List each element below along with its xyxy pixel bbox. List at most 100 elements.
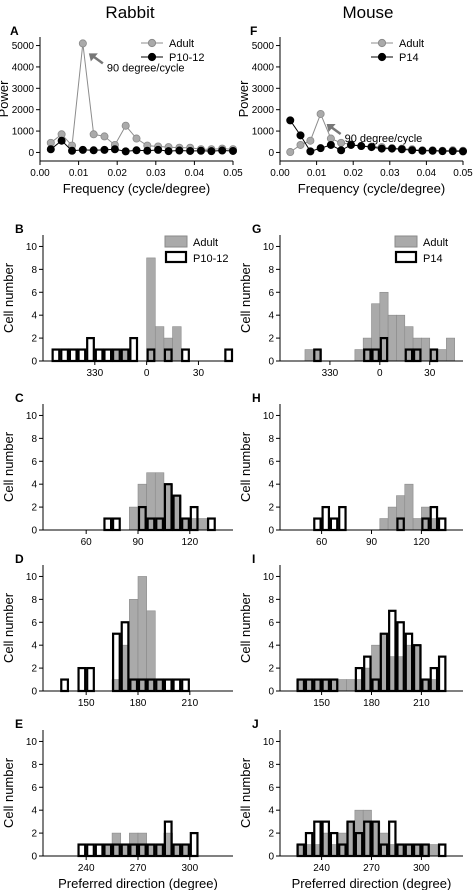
x-tick-label: 240 [313,863,330,874]
panel-d: 0 2 4 6 8 10 150 180 210 D Cell number [1,552,233,709]
juvenile-bar [86,336,95,363]
y-tick-label: 0 [268,852,274,863]
x-tick-label: 240 [78,863,95,874]
data-point [296,140,305,149]
data-point [418,146,427,155]
y-tick-label: 2 [31,334,37,345]
y-tick-label: 8 [31,265,37,276]
legend-label: P10-12 [193,253,228,265]
y-tick-label: 1000 [12,127,35,138]
series-line [50,43,234,150]
adult-bar [387,314,397,362]
y-axis-label: Cell number [1,431,16,502]
juvenile-bar [206,517,216,532]
y-axis-label: Cell number [238,592,253,663]
y-tick-label: 6 [268,783,274,794]
x-tick-label: 330 [86,368,103,379]
y-tick-label: 0 [31,526,37,537]
y-tick-label: 10 [26,572,38,583]
panel-g: 0 2 4 6 8 10 330 0 30 G Cell number Adult P14 [238,222,463,379]
panel-label: D [15,552,24,566]
y-tick-label: 4 [268,806,274,817]
x-tick-label: 210 [413,698,430,709]
y-axis-label: Cell number [1,262,16,333]
juvenile-bar [111,517,121,532]
x-tick-label: 0 [144,368,150,379]
panel-label: F [250,24,257,38]
legend-swatch-adult [164,235,188,248]
x-tick-label: 0.00 [270,168,290,179]
data-point [367,143,376,152]
data-point [121,147,130,156]
y-tick-label: 2 [268,664,274,675]
x-tick-label: 90 [366,537,378,548]
adult-bar [404,483,414,531]
panel-i: 0 2 4 6 8 10 150 180 210 I Cell number [238,552,463,709]
y-tick-label: 10 [263,737,275,748]
y-tick-label: 2 [268,503,274,514]
annotation-arrowhead [326,123,336,132]
juvenile-bar [68,348,78,363]
data-point [207,147,216,156]
y-tick-label: 4 [268,480,274,491]
y-tick-label: 8 [31,760,37,771]
data-point [110,145,119,154]
y-tick-label: 6 [31,288,37,299]
data-point [408,146,417,155]
x-tick-label: 330 [322,368,339,379]
juvenile-bar [321,505,331,532]
panel-c: 0 2 4 6 8 10 60 90 120 C Cell number [1,391,233,548]
juvenile-bar [60,348,70,363]
data-point [68,146,77,155]
x-tick-label: 180 [130,698,147,709]
juvenile-bar [103,517,113,532]
y-axis-label: Power [236,80,251,118]
column-title-mouse: Mouse [342,3,393,22]
y-tick-label: 2 [268,829,274,840]
panel-label: E [15,717,23,731]
x-tick-label: 150 [313,698,330,709]
data-point [186,146,195,155]
x-tick-label: 60 [81,537,93,548]
x-tick-label: 120 [413,537,430,548]
data-point [78,39,87,48]
juvenile-bar [86,666,95,693]
data-point [175,146,184,155]
panel-label: B [15,222,24,236]
data-point [132,134,141,143]
adult-bar [379,518,389,531]
y-tick-label: 6 [268,288,274,299]
adult-bar [396,314,406,362]
legend-label: P14 [423,253,443,265]
y-tick-label: 4 [31,480,37,491]
y-tick-label: 2 [268,334,274,345]
panel-label: H [252,391,261,405]
x-axis-label: Preferred direction (degree) [292,876,452,890]
x-tick-label: 0.04 [185,168,205,179]
data-point [218,146,227,155]
juvenile-bar [77,843,87,858]
juvenile-bar [77,666,87,693]
juvenile-bar [60,678,70,693]
y-tick-label: 10 [263,411,275,422]
y-tick-label: 10 [263,572,275,583]
x-tick-label: 150 [78,698,95,709]
juvenile-bar [94,843,104,858]
y-tick-label: 4 [31,641,37,652]
x-axis-label: Preferred direction (degree) [58,876,218,890]
juvenile-bar [329,517,339,532]
x-tick-label: 270 [130,863,147,874]
y-tick-label: 8 [268,760,274,771]
adult-bar [387,506,397,531]
data-point [428,146,437,155]
data-point [438,147,447,156]
y-tick-label: 4 [268,311,274,322]
juvenile-bar [86,843,95,858]
legend-marker [147,52,157,62]
data-point [286,148,295,157]
y-tick-label: 3000 [12,84,35,95]
annotation-text: 90 degree/cycle [345,133,423,145]
adult-bar [429,844,439,857]
data-point [448,147,457,156]
data-point [337,146,346,155]
